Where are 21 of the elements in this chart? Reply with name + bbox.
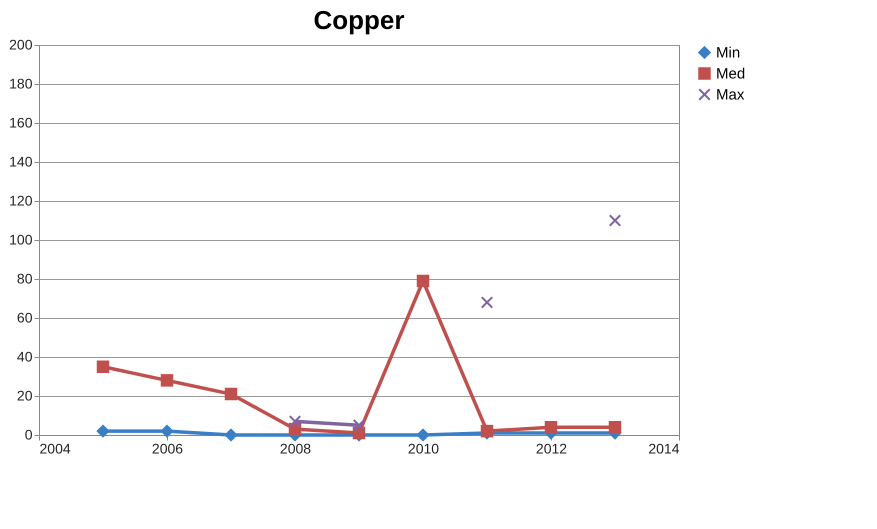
x-tick-label: 2012 <box>536 440 568 456</box>
y-tick-label: 180 <box>9 76 33 92</box>
x-tick-label: 2014 <box>648 440 680 456</box>
y-tick-label: 100 <box>9 232 33 248</box>
x-tick-label: 2006 <box>152 440 184 456</box>
legend-label: Med <box>716 66 746 82</box>
y-tick-label: 40 <box>16 348 33 364</box>
legend-label: Max <box>716 86 745 104</box>
x-tick-label: 2004 <box>40 440 71 456</box>
chart-title: Copper <box>314 5 404 35</box>
y-tick-label: 20 <box>16 388 33 404</box>
y-tick-label: 120 <box>9 192 33 208</box>
y-tick-label: 80 <box>16 270 33 286</box>
legend-label: Min <box>716 44 740 62</box>
y-tick-label: 60 <box>16 310 33 326</box>
y-tick-label: 140 <box>9 154 33 170</box>
x-tick-label: 2010 <box>408 440 440 456</box>
y-tick-label: 160 <box>9 114 33 130</box>
y-tick-label: 200 <box>9 36 33 52</box>
y-tick-label: 0 <box>24 426 33 442</box>
x-tick-label: 2008 <box>280 440 312 456</box>
